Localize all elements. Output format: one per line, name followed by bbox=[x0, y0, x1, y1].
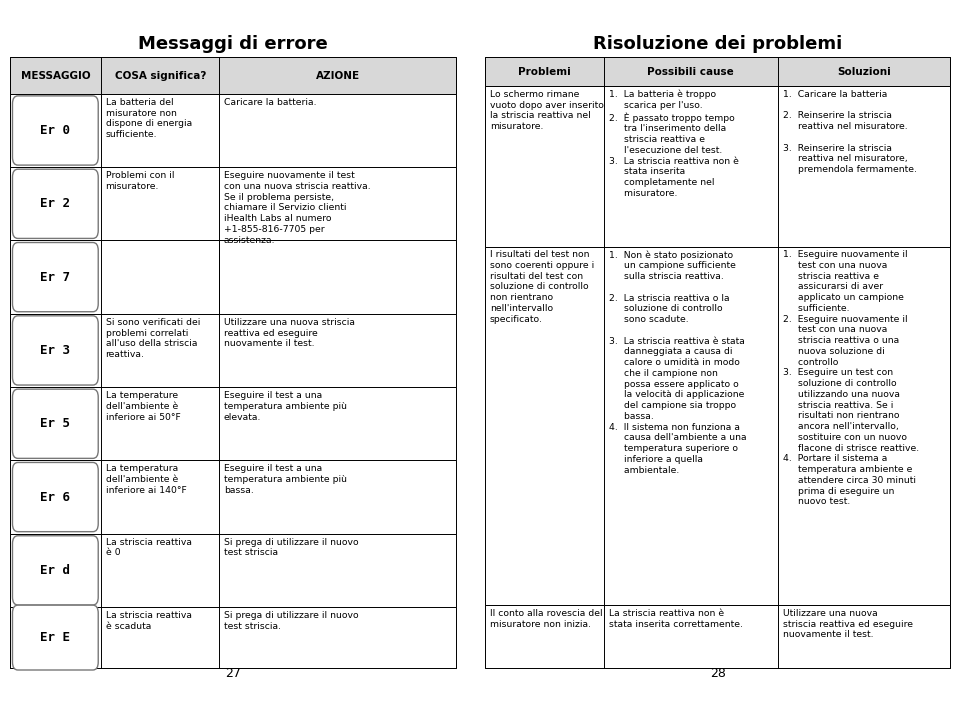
Text: Er 2: Er 2 bbox=[40, 198, 70, 210]
Bar bbox=[485, 57, 950, 86]
Text: La striscia reattiva non è
stata inserita correttamente.: La striscia reattiva non è stata inserit… bbox=[609, 609, 742, 629]
Text: 1.  Eseguire nuovamente il
     test con una nuova
     striscia reattiva e
    : 1. Eseguire nuovamente il test con una n… bbox=[783, 250, 920, 506]
Bar bbox=[485, 86, 950, 246]
Bar bbox=[10, 241, 456, 314]
Text: Caricare la batteria.: Caricare la batteria. bbox=[224, 98, 317, 107]
Text: La batteria del
misuratore non
dispone di energia
sufficiente.: La batteria del misuratore non dispone d… bbox=[106, 98, 192, 139]
Text: Eseguire nuovamente il test
con una nuova striscia reattiva.
Se il problema pers: Eseguire nuovamente il test con una nuov… bbox=[224, 171, 371, 245]
Text: Possibili cause: Possibili cause bbox=[647, 67, 734, 76]
Bar bbox=[10, 607, 456, 668]
FancyBboxPatch shape bbox=[12, 536, 98, 605]
Text: Er E: Er E bbox=[40, 631, 70, 644]
Text: I risultati del test non
sono coerenti oppure i
risultati del test con
soluzione: I risultati del test non sono coerenti o… bbox=[490, 250, 594, 324]
FancyBboxPatch shape bbox=[12, 389, 98, 458]
Text: Utilizzare una nuova striscia
reattiva ed eseguire
nuovamente il test.: Utilizzare una nuova striscia reattiva e… bbox=[224, 318, 355, 348]
Text: Utilizzare una nuova
striscia reattiva ed eseguire
nuovamente il test.: Utilizzare una nuova striscia reattiva e… bbox=[783, 609, 913, 639]
Text: 1.  Caricare la batteria

2.  Reinserire la striscia
     reattiva nel misurator: 1. Caricare la batteria 2. Reinserire la… bbox=[783, 90, 917, 174]
Text: Er 5: Er 5 bbox=[40, 417, 70, 430]
Bar bbox=[485, 605, 950, 668]
Bar bbox=[10, 94, 456, 167]
Text: Soluzioni: Soluzioni bbox=[837, 67, 891, 76]
Bar bbox=[10, 387, 456, 460]
Bar bbox=[10, 314, 456, 387]
Text: Si prega di utilizzare il nuovo
test striscia.: Si prega di utilizzare il nuovo test str… bbox=[224, 611, 358, 631]
FancyBboxPatch shape bbox=[12, 316, 98, 385]
Text: La striscia reattiva
è scaduta: La striscia reattiva è scaduta bbox=[106, 611, 192, 631]
Text: Si sono verificati dei
problemi correlati
all'uso della striscia
reattiva.: Si sono verificati dei problemi correlat… bbox=[106, 318, 200, 359]
Text: MESSAGGIO: MESSAGGIO bbox=[20, 71, 90, 81]
FancyBboxPatch shape bbox=[12, 96, 98, 165]
FancyBboxPatch shape bbox=[12, 169, 98, 239]
Text: Lo schermo rimane
vuoto dopo aver inserito
la striscia reattiva nel
misuratore.: Lo schermo rimane vuoto dopo aver inseri… bbox=[490, 90, 604, 131]
Text: 28: 28 bbox=[709, 667, 726, 680]
Text: 1.  La batteria è troppo
     scarica per l'uso.
2.  È passato troppo tempo
    : 1. La batteria è troppo scarica per l'us… bbox=[609, 90, 738, 198]
Text: Er 7: Er 7 bbox=[40, 270, 70, 284]
Text: Eseguire il test a una
temperatura ambiente più
bassa.: Eseguire il test a una temperatura ambie… bbox=[224, 464, 347, 495]
Text: Messaggi di errore: Messaggi di errore bbox=[138, 35, 327, 52]
FancyBboxPatch shape bbox=[12, 462, 98, 532]
Text: La temperature
dell'ambiente è
inferiore ai 50°F: La temperature dell'ambiente è inferiore… bbox=[106, 391, 180, 421]
Text: La temperatura
dell'ambiente è
inferiore ai 140°F: La temperatura dell'ambiente è inferiore… bbox=[106, 464, 186, 495]
Text: 27: 27 bbox=[225, 667, 241, 680]
Text: Risoluzione dei problemi: Risoluzione dei problemi bbox=[593, 35, 842, 52]
Text: Er 3: Er 3 bbox=[40, 344, 70, 357]
Text: Eseguire il test a una
temperatura ambiente più
elevata.: Eseguire il test a una temperatura ambie… bbox=[224, 391, 347, 421]
Text: Er 0: Er 0 bbox=[40, 124, 70, 137]
Bar bbox=[485, 246, 950, 605]
Text: AZIONE: AZIONE bbox=[316, 71, 360, 81]
Bar bbox=[10, 57, 456, 94]
Text: Er 6: Er 6 bbox=[40, 491, 70, 503]
Text: Problemi con il
misuratore.: Problemi con il misuratore. bbox=[106, 171, 174, 191]
Bar bbox=[10, 167, 456, 241]
Text: Problemi: Problemi bbox=[517, 67, 570, 76]
Text: COSA significa?: COSA significa? bbox=[114, 71, 206, 81]
FancyBboxPatch shape bbox=[12, 605, 98, 670]
Text: La striscia reattiva
è 0: La striscia reattiva è 0 bbox=[106, 537, 192, 557]
Text: Il conto alla rovescia del
misuratore non inizia.: Il conto alla rovescia del misuratore no… bbox=[490, 609, 603, 629]
Text: Si prega di utilizzare il nuovo
test striscia: Si prega di utilizzare il nuovo test str… bbox=[224, 537, 358, 557]
Text: Er d: Er d bbox=[40, 564, 70, 577]
Bar bbox=[10, 460, 456, 534]
FancyBboxPatch shape bbox=[12, 243, 98, 312]
Text: 1.  Non è stato posizionato
     un campione sufficiente
     sulla striscia rea: 1. Non è stato posizionato un campione s… bbox=[609, 250, 746, 475]
Bar bbox=[10, 534, 456, 607]
